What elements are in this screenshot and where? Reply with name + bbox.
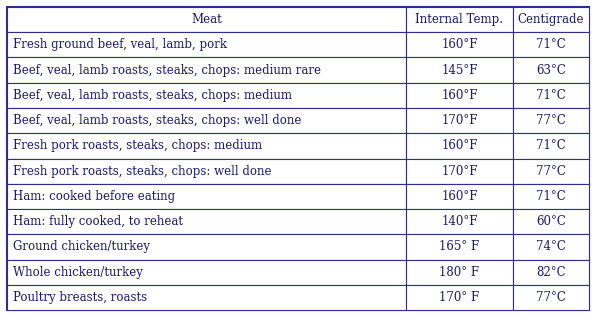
- Bar: [406, 83, 513, 108]
- Bar: [7, 83, 406, 108]
- Bar: [7, 158, 406, 184]
- Text: 170°F: 170°F: [441, 165, 477, 178]
- Text: Ground chicken/turkey: Ground chicken/turkey: [13, 240, 150, 253]
- Text: 71°C: 71°C: [536, 139, 566, 152]
- Bar: [406, 57, 513, 83]
- Text: Fresh pork roasts, steaks, chops: medium: Fresh pork roasts, steaks, chops: medium: [13, 139, 262, 152]
- Bar: [513, 32, 589, 57]
- Text: Centigrade: Centigrade: [518, 13, 584, 26]
- Bar: [7, 260, 406, 285]
- Text: 180° F: 180° F: [439, 266, 480, 279]
- Bar: [513, 133, 589, 158]
- Text: 165° F: 165° F: [439, 240, 480, 253]
- Bar: [513, 158, 589, 184]
- Text: 160°F: 160°F: [441, 38, 477, 51]
- Bar: [513, 7, 589, 32]
- Bar: [406, 7, 513, 32]
- Text: 170°F: 170°F: [441, 114, 477, 127]
- Text: 160°F: 160°F: [441, 139, 477, 152]
- Bar: [7, 108, 406, 133]
- Text: Beef, veal, lamb roasts, steaks, chops: medium: Beef, veal, lamb roasts, steaks, chops: …: [13, 89, 291, 102]
- Text: Beef, veal, lamb roasts, steaks, chops: medium rare: Beef, veal, lamb roasts, steaks, chops: …: [13, 64, 321, 77]
- Text: Internal Temp.: Internal Temp.: [415, 13, 504, 26]
- Bar: [7, 184, 406, 209]
- Bar: [406, 158, 513, 184]
- Bar: [7, 7, 406, 32]
- Bar: [406, 184, 513, 209]
- Bar: [406, 133, 513, 158]
- Bar: [513, 108, 589, 133]
- Bar: [7, 209, 406, 234]
- Bar: [406, 260, 513, 285]
- Text: 71°C: 71°C: [536, 190, 566, 203]
- Text: 77°C: 77°C: [536, 291, 566, 304]
- Bar: [7, 234, 406, 260]
- Bar: [513, 83, 589, 108]
- Bar: [513, 260, 589, 285]
- Text: Whole chicken/turkey: Whole chicken/turkey: [13, 266, 142, 279]
- Bar: [513, 285, 589, 310]
- Text: 60°C: 60°C: [536, 215, 566, 228]
- Bar: [406, 285, 513, 310]
- Bar: [513, 184, 589, 209]
- Text: Ham: cooked before eating: Ham: cooked before eating: [13, 190, 175, 203]
- Bar: [513, 57, 589, 83]
- Text: 71°C: 71°C: [536, 89, 566, 102]
- Text: 77°C: 77°C: [536, 114, 566, 127]
- Text: Poultry breasts, roasts: Poultry breasts, roasts: [13, 291, 147, 304]
- Text: 170° F: 170° F: [439, 291, 480, 304]
- Text: 77°C: 77°C: [536, 165, 566, 178]
- Text: 160°F: 160°F: [441, 89, 477, 102]
- Text: 160°F: 160°F: [441, 190, 477, 203]
- Bar: [7, 285, 406, 310]
- Text: Ham: fully cooked, to reheat: Ham: fully cooked, to reheat: [13, 215, 182, 228]
- Bar: [513, 209, 589, 234]
- Text: 63°C: 63°C: [536, 64, 566, 77]
- Text: 74°C: 74°C: [536, 240, 566, 253]
- Text: Beef, veal, lamb roasts, steaks, chops: well done: Beef, veal, lamb roasts, steaks, chops: …: [13, 114, 301, 127]
- Bar: [406, 108, 513, 133]
- Text: Fresh pork roasts, steaks, chops: well done: Fresh pork roasts, steaks, chops: well d…: [13, 165, 271, 178]
- Bar: [406, 32, 513, 57]
- Text: 140°F: 140°F: [441, 215, 477, 228]
- Bar: [513, 234, 589, 260]
- Bar: [406, 209, 513, 234]
- Bar: [7, 32, 406, 57]
- Text: Fresh ground beef, veal, lamb, pork: Fresh ground beef, veal, lamb, pork: [13, 38, 226, 51]
- Text: Meat: Meat: [191, 13, 222, 26]
- Bar: [406, 234, 513, 260]
- Bar: [7, 133, 406, 158]
- Bar: [7, 57, 406, 83]
- Text: 71°C: 71°C: [536, 38, 566, 51]
- Text: 145°F: 145°F: [441, 64, 477, 77]
- Text: 82°C: 82°C: [536, 266, 566, 279]
